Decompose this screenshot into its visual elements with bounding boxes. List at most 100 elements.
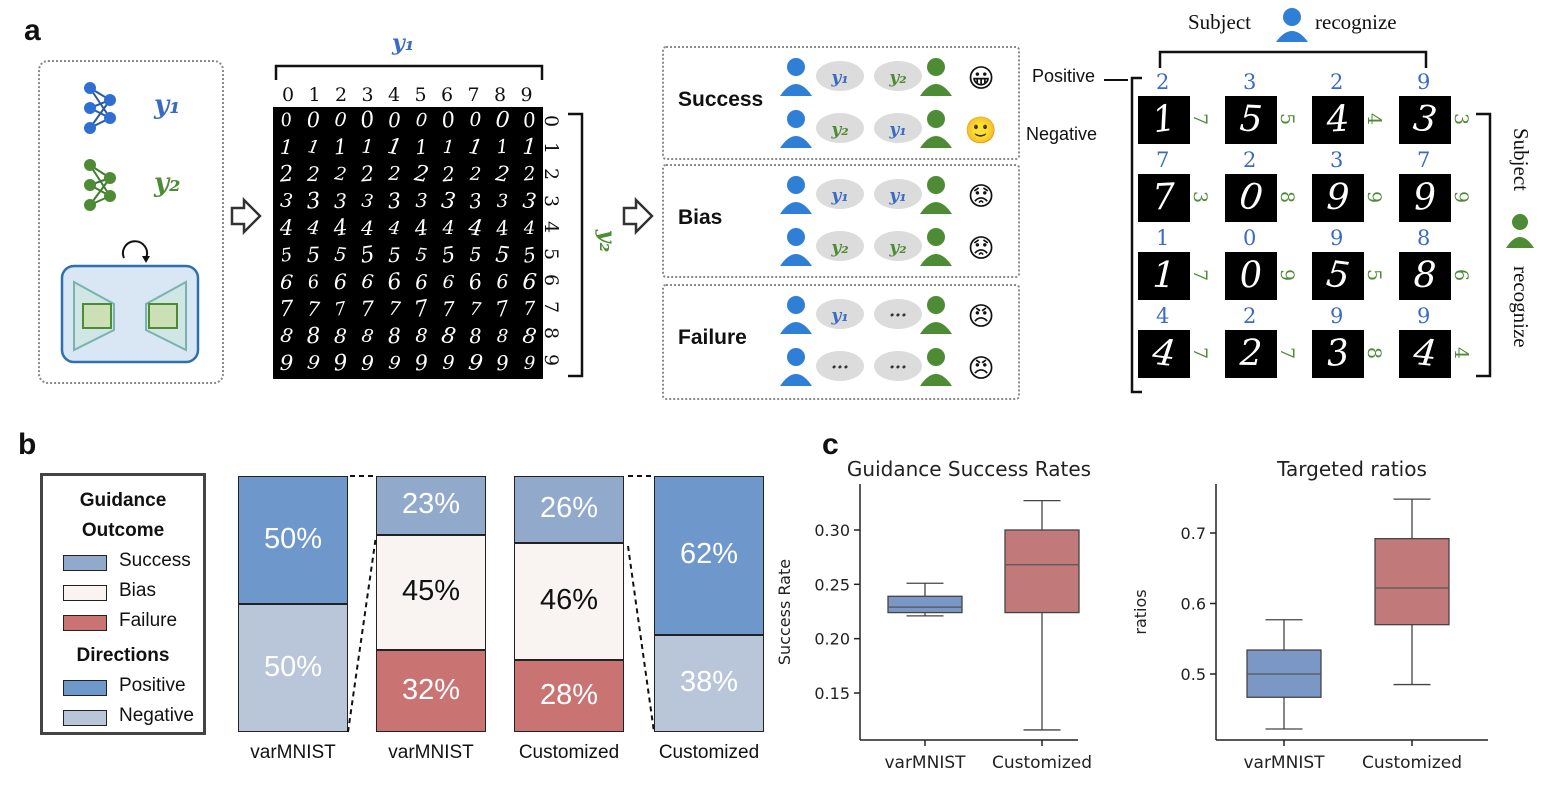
bar-value-label: 45% (401, 575, 461, 608)
grid-top-bracket (274, 64, 544, 80)
grid-row-digit: 8 (540, 326, 563, 340)
mnist-digit: 9 (360, 350, 375, 376)
mnist-digit: 6 (466, 269, 484, 295)
bar-segment-success: 23% (376, 476, 486, 535)
mnist-digit: 5 (414, 244, 429, 267)
mnist-digit: 7 (387, 297, 402, 321)
boxplot-targeted-ratios: Targeted ratios 0.5 0.6 0.7 ratios varMNIST Cu… (1131, 457, 1488, 773)
mnist-digit: 0 (415, 109, 428, 132)
mnist-digit: 5 (279, 244, 294, 267)
mnist-digit: 4 (306, 216, 321, 240)
mnist-digit: 5 (494, 242, 511, 269)
y2-label: y₂ (154, 168, 181, 198)
mnist-digit: 0 (306, 107, 321, 133)
y-tick-label: 0.30 (814, 521, 850, 540)
bar-segment-bias: 45% (376, 534, 486, 651)
bar-segment-positive: 62% (654, 476, 764, 635)
mnist-digit: 7 (412, 295, 431, 324)
legend-success: Success (119, 550, 191, 571)
example-top-digit: 2 (1156, 70, 1170, 94)
mnist-digit: 2 (494, 161, 512, 187)
mnist-digit: 5 (306, 242, 321, 268)
example-top-digit: 2 (1243, 304, 1257, 328)
example-right-digit: 9 (1450, 190, 1473, 204)
grid-column-digit: 2 (335, 84, 348, 106)
bar-value-label: 38% (679, 666, 739, 699)
box-varmnist (887, 595, 963, 614)
legend-swatch-failure (63, 615, 107, 631)
y-axis-label: Success Rate (775, 559, 794, 665)
speech-bubble (874, 231, 922, 261)
example-top-digit: 9 (1417, 70, 1431, 94)
message-text: y₁ (888, 186, 906, 206)
example-top-digit: 7 (1156, 148, 1170, 172)
example-right-digit: 9 (1276, 268, 1299, 282)
mnist-digit: 2 (278, 161, 295, 188)
network-nodes-y2 (84, 159, 116, 211)
mnist-digit: 9 (495, 350, 510, 376)
mnist-digit: 2 (469, 163, 482, 186)
bar-value-label: 26% (539, 492, 599, 525)
legend-title: Guidance Outcome (43, 486, 203, 546)
bar-category-label: Customized (658, 742, 760, 763)
example-digit: 0 (1238, 254, 1264, 297)
grid-y1-label: y₁ (392, 30, 415, 56)
person-icon-green (920, 348, 952, 386)
bar-value-label: 50% (263, 523, 323, 555)
message-text: y₁ (830, 68, 848, 88)
y-tick-label: 0.7 (1181, 524, 1206, 543)
bar-segment-failure: 28% (514, 660, 624, 732)
mnist-digit: 4 (442, 217, 455, 239)
example-digit: 4 (1411, 331, 1439, 376)
legend-negative: Negative (119, 705, 194, 726)
chart-title: Targeted ratios (1276, 457, 1427, 481)
boxplot-charts: Guidance Success Rates 0.15 0.20 0.25 0.30 Su… (775, 457, 1488, 773)
bar-segment-negative: 38% (654, 634, 764, 732)
person-icon-blue (780, 110, 812, 148)
legend-swatch-success (63, 555, 107, 571)
bar-category-label: varMNIST (388, 742, 474, 763)
face-icon: 😠 (967, 302, 994, 332)
example-top-digit: 9 (1330, 226, 1344, 250)
mnist-digit: 2 (388, 162, 401, 186)
example-right-digit: 3 (1189, 190, 1212, 204)
mnist-digit: 8 (278, 324, 295, 348)
example-digit-image: 0 (1225, 252, 1277, 300)
mnist-digit: 4 (387, 217, 402, 240)
y-tick-label: 0.5 (1181, 665, 1206, 684)
example-digit-image: 7 (1138, 174, 1190, 222)
example-digit: 9 (1325, 176, 1351, 219)
message-text: y₂ (888, 238, 906, 258)
dialog-row: y₁ y₁ 😟 (780, 176, 995, 214)
box-customized (1004, 529, 1080, 614)
mnist-digit: 1 (442, 136, 455, 159)
mnist-digit: 2 (441, 161, 456, 187)
mnist-digit: 4 (361, 216, 374, 240)
speech-bubble (816, 61, 864, 91)
cycle-arrow-icon (122, 240, 148, 259)
grid-column-digit: 9 (520, 84, 533, 106)
example-digit-image: 9 (1312, 174, 1364, 222)
person-icon-green (920, 228, 952, 266)
example-brackets (1130, 50, 1428, 394)
example-digit-image: 3 (1399, 96, 1451, 144)
message-text: y₁ (830, 306, 848, 326)
mnist-digit: 4 (413, 215, 430, 241)
bar-category-label: Customized (518, 742, 620, 763)
person-icon-blue (780, 58, 812, 96)
legend-swatch-bias (63, 585, 107, 601)
x-tick-label: varMNIST (884, 753, 966, 773)
boxplot-success-rates: Guidance Success Rates 0.15 0.20 0.25 0.30 Su… (775, 457, 1092, 773)
example-digit: 2 (1239, 332, 1263, 375)
mnist-digit: 9 (332, 350, 349, 377)
dialog-row: ··· ··· 😠 (780, 348, 995, 386)
speech-bubble (874, 61, 922, 91)
mnist-digit: 6 (279, 269, 294, 295)
mnist-digit: 3 (496, 190, 509, 213)
example-top-digit: 9 (1417, 304, 1431, 328)
example-digit: 1 (1149, 97, 1179, 142)
message-text: ··· (831, 358, 849, 378)
example-top-digit: 0 (1243, 226, 1257, 250)
person-icon-blue (780, 228, 812, 266)
